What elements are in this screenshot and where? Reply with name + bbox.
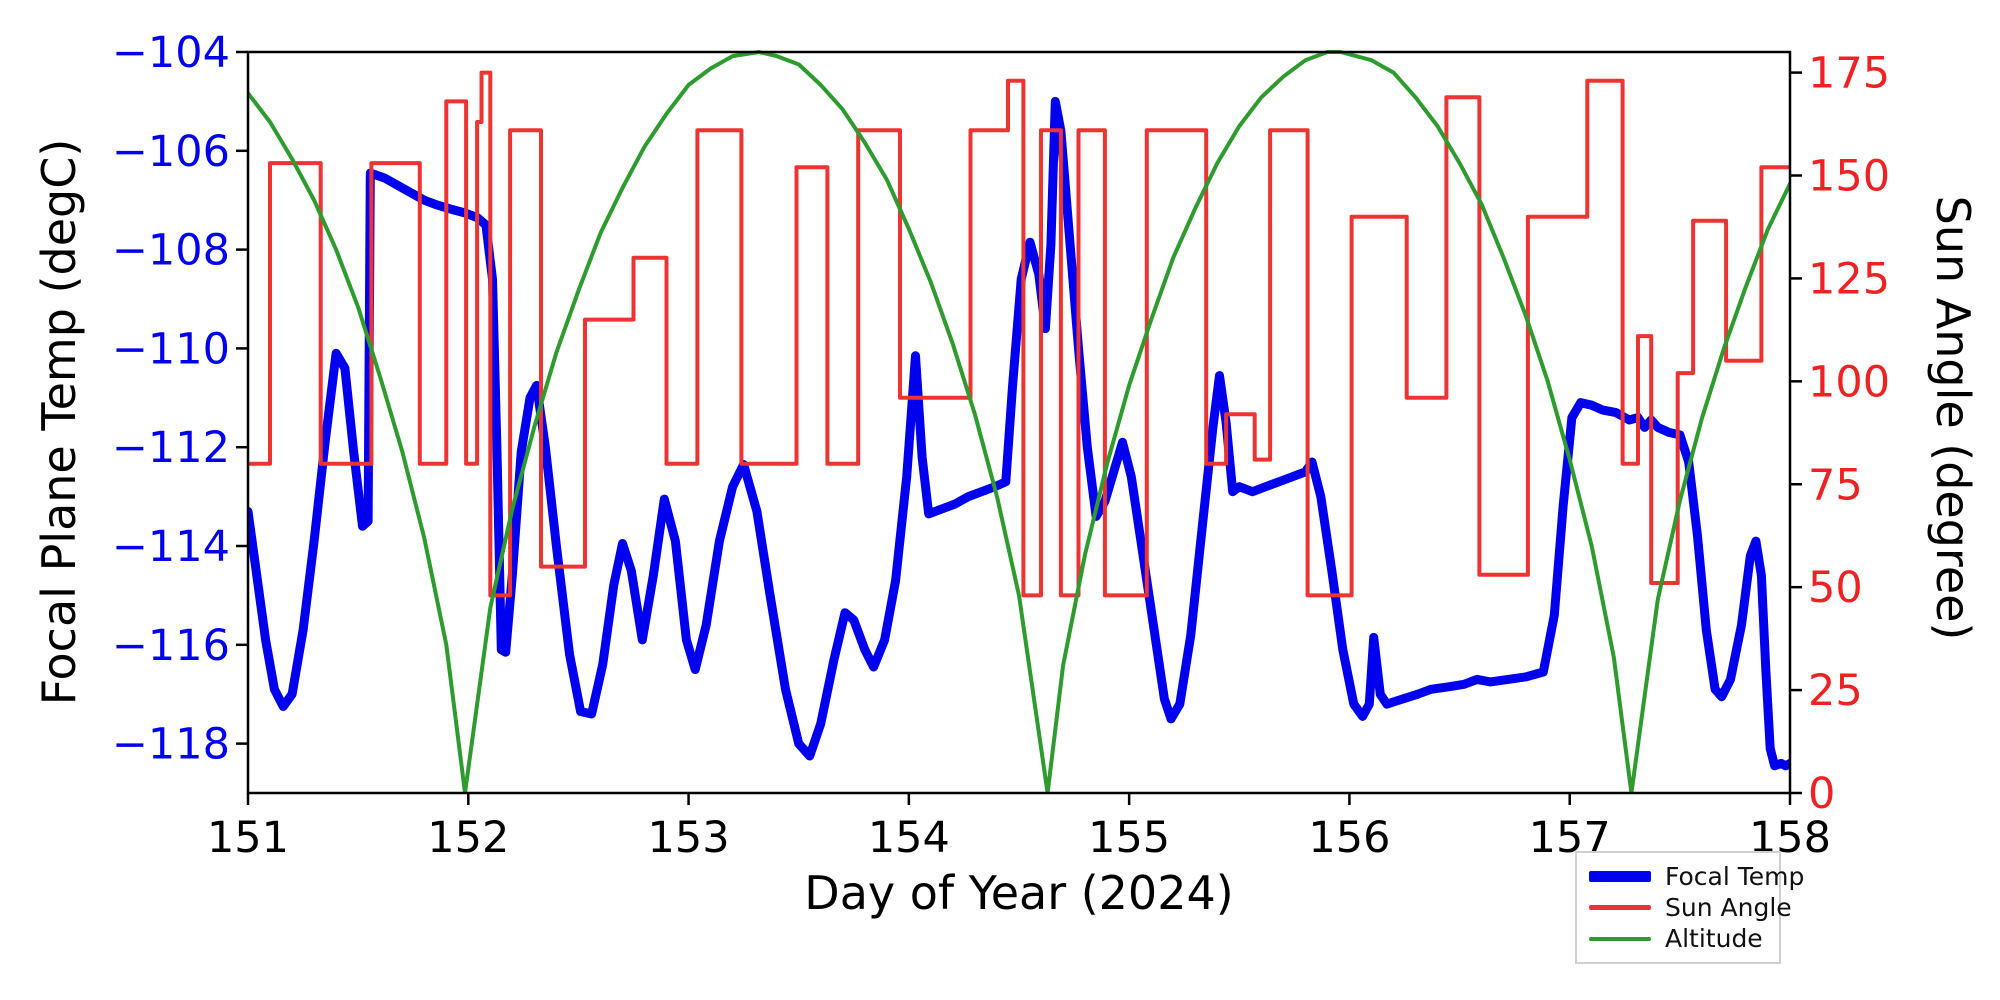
left-tick-label: −104 [112, 28, 230, 78]
focal-temp-line [247, 96, 1791, 771]
right-tick-label: 75 [1808, 460, 1863, 510]
sun-angle-line [247, 70, 1791, 598]
legend-label: Focal Temp [1665, 862, 1805, 891]
plot-border [246, 50, 1792, 795]
x-tick-label: 156 [1308, 813, 1390, 863]
legend-item-sun-angle: Sun Angle [1589, 892, 1792, 923]
right-tick-label: 100 [1808, 357, 1890, 407]
left-tick-label: −106 [112, 127, 230, 177]
legend-label: Altitude [1665, 924, 1763, 953]
x-axis-title: Day of Year (2024) [804, 866, 1234, 920]
x-tick-label: 151 [207, 813, 289, 863]
legend-item-focal-temp: Focal Temp [1589, 861, 1804, 892]
x-tick-label: 152 [427, 813, 509, 863]
focal-temp-line-swatch [1589, 871, 1651, 882]
left-tick-label: −110 [112, 324, 230, 374]
right-tick-label: 150 [1808, 152, 1890, 202]
altitude-line [247, 50, 1791, 794]
x-tick-label: 154 [868, 813, 950, 863]
right-tick-label: 25 [1808, 666, 1863, 716]
right-tick-label: 175 [1808, 49, 1890, 99]
left-tick-label: −108 [112, 226, 230, 276]
left-tick-label: −114 [112, 522, 230, 572]
legend: Focal Temp Sun Angle Altitude [1575, 851, 1804, 964]
left-tick-label: −112 [112, 423, 230, 473]
legend-item-altitude: Altitude [1589, 923, 1769, 954]
right-tick-label: 125 [1808, 254, 1890, 304]
left-tick-label: −116 [112, 621, 230, 671]
left-tick-label: −118 [112, 720, 230, 770]
right-tick-label: 0 [1808, 769, 1835, 819]
legend-label: Sun Angle [1665, 893, 1792, 922]
left-y-axis-title: Focal Plane Temp (degC) [32, 138, 86, 706]
x-tick-label: 153 [648, 813, 730, 863]
altitude-line-swatch [1589, 936, 1651, 941]
right-y-axis-title: Sun Angle (degree) [1926, 195, 1980, 641]
x-tick-label: 155 [1088, 813, 1170, 863]
right-tick-label: 50 [1808, 563, 1863, 613]
sun-angle-line-swatch [1589, 905, 1651, 910]
